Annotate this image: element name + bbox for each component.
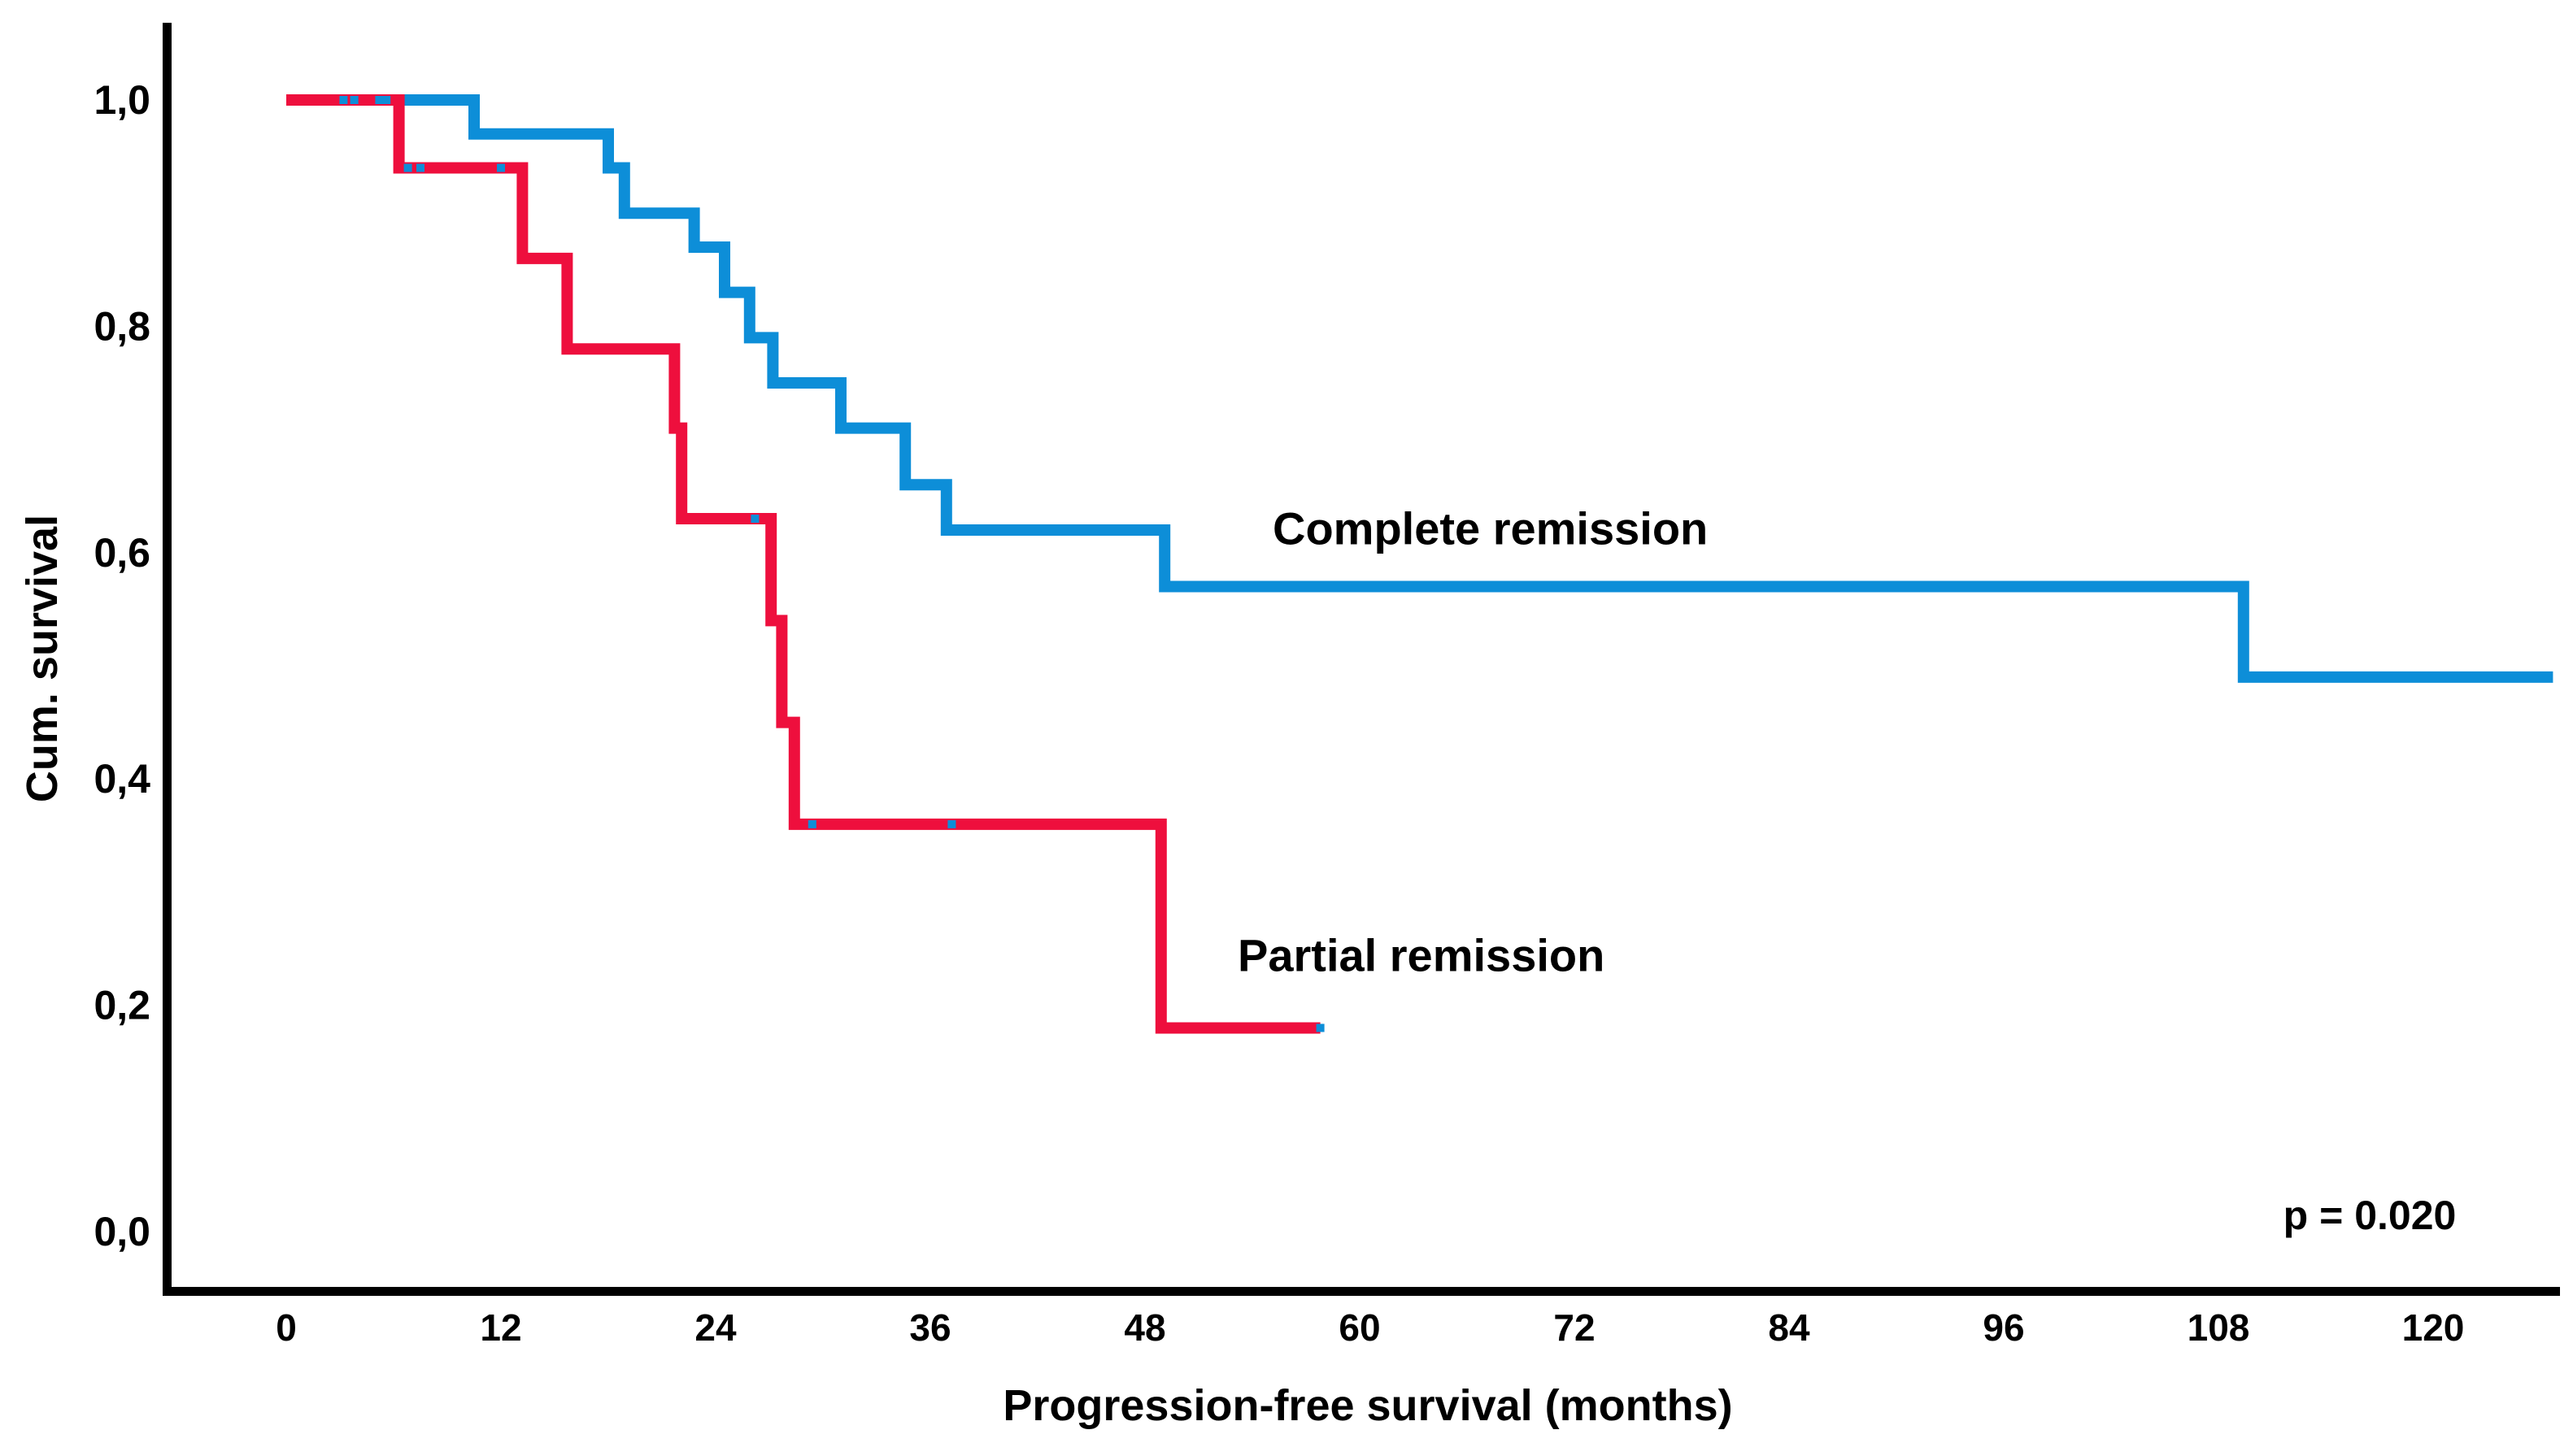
censor-mark (339, 96, 348, 104)
censor-mark (1316, 1024, 1325, 1032)
censor-mark (947, 819, 956, 828)
x-tick-label: 84 (1768, 1306, 1810, 1349)
censor-mark (403, 163, 412, 172)
censor-mark (497, 163, 505, 172)
censor-mark (416, 163, 424, 172)
y-tick-labels: 1,0 0,8 0,6 0,4 0,2 0,0 (94, 77, 150, 1254)
x-tick-labels: 0 12 24 36 48 60 72 84 96 108 120 (276, 1306, 2464, 1349)
x-tick-label: 96 (1983, 1306, 2024, 1349)
x-axis-title: Progression-free survival (months) (1003, 1381, 1733, 1430)
x-tick-label: 36 (909, 1306, 951, 1349)
y-tick-label: 0,8 (94, 303, 150, 349)
x-tick-label: 0 (276, 1306, 297, 1349)
y-tick-label: 0,0 (94, 1209, 150, 1254)
censor-mark (808, 819, 816, 828)
censor-mark (350, 96, 359, 104)
x-tick-label: 72 (1553, 1306, 1595, 1349)
y-axis-title: Cum. survival (18, 514, 67, 803)
complete-remission-curve (286, 94, 2553, 683)
y-tick-label: 1,0 (94, 77, 150, 123)
censor-mark (751, 515, 760, 524)
complete-remission-label: Complete remission (1273, 502, 1709, 554)
x-tick-label: 48 (1124, 1306, 1165, 1349)
y-tick-label: 0,4 (94, 756, 150, 802)
partial-remission-label: Partial remission (1238, 929, 1605, 981)
censor-marks (339, 96, 1325, 1032)
censor-mark (382, 96, 391, 104)
x-tick-label: 24 (694, 1306, 737, 1349)
y-tick-label: 0,2 (94, 983, 150, 1028)
x-tick-label: 120 (2402, 1306, 2465, 1349)
p-value-annotation: p = 0.020 (2283, 1193, 2457, 1238)
x-tick-label: 60 (1339, 1306, 1380, 1349)
censor-mark (375, 96, 384, 104)
x-tick-label: 12 (480, 1306, 521, 1349)
y-tick-label: 0,6 (94, 530, 150, 576)
partial-remission-curve (286, 94, 1321, 1034)
x-tick-label: 108 (2188, 1306, 2250, 1349)
